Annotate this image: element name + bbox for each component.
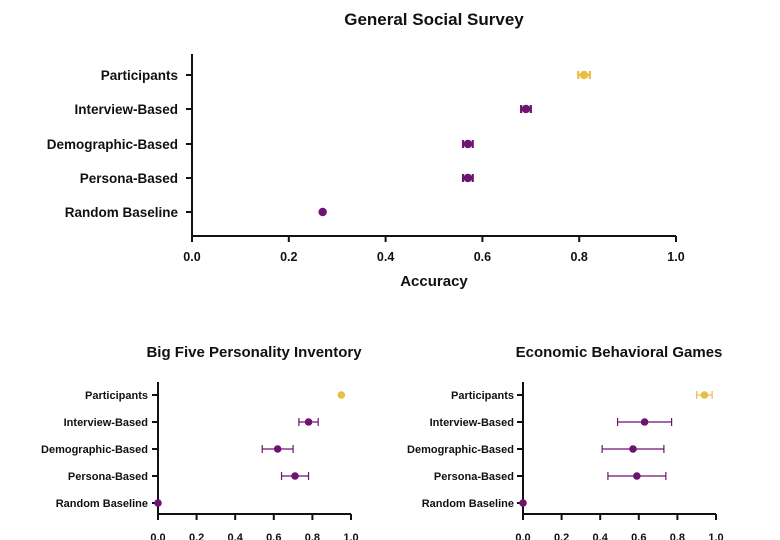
x-tick-label: 0.0 bbox=[183, 250, 200, 264]
x-tick-label: 0.8 bbox=[670, 532, 685, 540]
data-point bbox=[273, 445, 282, 453]
category-label: Participants bbox=[451, 390, 514, 402]
data-point bbox=[304, 418, 313, 426]
data-point bbox=[629, 445, 637, 453]
x-tick-label: 0.8 bbox=[305, 532, 320, 540]
category-label: Interview-Based bbox=[430, 417, 514, 429]
category-label: Participants bbox=[85, 390, 148, 402]
x-tick-label: 1.0 bbox=[343, 532, 358, 540]
data-point bbox=[700, 391, 709, 399]
data-point bbox=[337, 391, 346, 399]
data-point bbox=[519, 499, 527, 507]
category-label: Participants bbox=[101, 68, 178, 83]
data-point bbox=[291, 472, 299, 480]
category-label: Demographic-Based bbox=[41, 444, 148, 456]
data-point bbox=[633, 472, 641, 480]
data-point bbox=[463, 139, 473, 149]
chart-title: Big Five Personality Inventory bbox=[146, 344, 362, 361]
x-tick-label: 0.8 bbox=[571, 250, 588, 264]
x-tick-label: 0.4 bbox=[593, 532, 609, 540]
category-label: Interview-Based bbox=[74, 102, 178, 117]
x-tick-label: 0.6 bbox=[474, 250, 491, 264]
data-point bbox=[521, 104, 531, 114]
category-label: Demographic-Based bbox=[407, 444, 514, 456]
x-tick-label: 0.2 bbox=[280, 250, 297, 264]
x-tick-label: 0.4 bbox=[228, 532, 244, 540]
data-point bbox=[154, 499, 162, 507]
category-label: Random Baseline bbox=[422, 498, 514, 510]
x-tick-label: 0.6 bbox=[266, 532, 281, 540]
data-point bbox=[640, 418, 649, 426]
x-tick-label: 1.0 bbox=[667, 250, 684, 264]
x-tick-label: 0.2 bbox=[554, 532, 569, 540]
data-point bbox=[318, 207, 327, 217]
x-tick-label: 0.6 bbox=[631, 532, 646, 540]
data-point bbox=[579, 70, 589, 80]
category-label: Persona-Based bbox=[68, 471, 148, 483]
category-label: Interview-Based bbox=[64, 417, 148, 429]
category-label: Random Baseline bbox=[65, 205, 179, 220]
x-tick-label: 0.0 bbox=[150, 532, 165, 540]
chart-title: General Social Survey bbox=[344, 10, 524, 29]
x-tick-label: 0.0 bbox=[515, 532, 530, 540]
x-tick-label: 1.0 bbox=[708, 532, 723, 540]
chart-bfi: Big Five Personality Inventory 0.0 0.2 0.4 0… bbox=[41, 344, 362, 540]
category-label: Persona-Based bbox=[434, 471, 514, 483]
x-axis-label: Accuracy bbox=[400, 273, 468, 290]
category-label: Demographic-Based bbox=[47, 137, 178, 152]
chart-title: Economic Behavioral Games bbox=[516, 344, 723, 361]
data-point bbox=[463, 173, 473, 183]
category-label: Persona-Based bbox=[80, 171, 178, 186]
chart-ebg: Economic Behavioral Games 0.0 0.2 0.4 0.6 0.8… bbox=[407, 344, 724, 540]
category-label: Random Baseline bbox=[56, 498, 148, 510]
x-tick-label: 0.2 bbox=[189, 532, 204, 540]
x-tick-label: 0.4 bbox=[377, 250, 394, 264]
chart-gss: General Social Survey 0.0 0.2 0.4 0.6 0.8 1.0 A… bbox=[47, 10, 685, 290]
